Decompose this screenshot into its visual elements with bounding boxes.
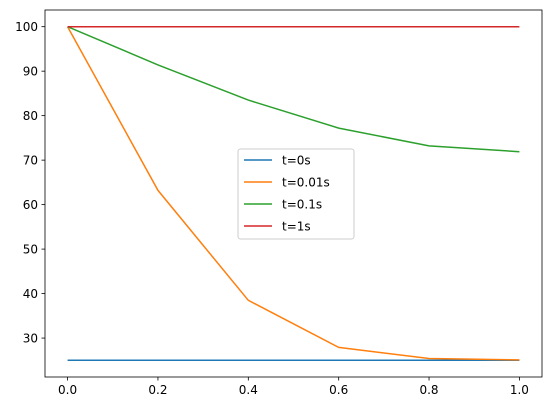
series-lines [66,25,520,362]
series-line-2 [67,26,520,153]
legend-label-3: t=1s [282,219,311,233]
legend-label-2: t=0.1s [282,197,322,211]
y-tick-label: 60 [23,198,38,212]
y-tick-label: 90 [23,64,38,78]
legend: t=0s t=0.01s t=0.1s t=1s [237,148,355,240]
x-axis: 0.0 0.2 0.4 0.6 0.8 1.0 [58,377,529,397]
y-axis: 30 40 50 60 70 80 90 100 [15,20,45,345]
x-tick-label: 0.6 [329,383,348,397]
y-tick-label: 80 [23,109,38,123]
y-tick-label: 70 [23,153,38,167]
y-tick-label: 30 [23,331,38,345]
x-tick-label: 0.2 [148,383,167,397]
y-tick-label: 40 [23,287,38,301]
x-tick-label: 0.0 [58,383,77,397]
legend-label-0: t=0s [282,153,311,167]
x-tick-label: 1.0 [510,383,529,397]
series-line-1 [66,26,520,361]
legend-label-1: t=0.01s [282,175,330,189]
x-tick-label: 0.4 [239,383,258,397]
y-tick-label: 50 [23,242,38,256]
x-tick-label: 0.8 [419,383,438,397]
y-tick-label: 100 [15,20,38,34]
legend-box [237,148,355,240]
